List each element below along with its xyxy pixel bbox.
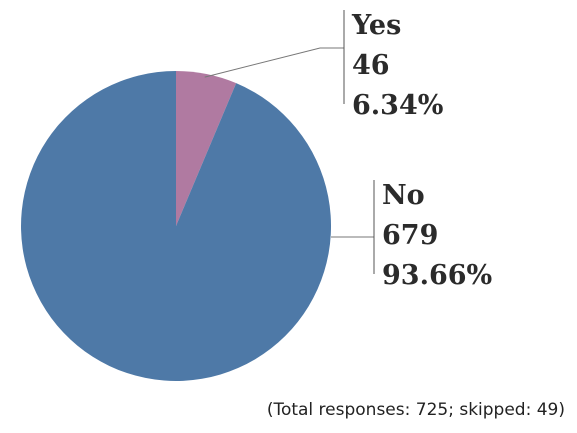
slice-name-no: No (382, 180, 425, 211)
total-responses-note: (Total responses: 725; skipped: 49) (266, 400, 565, 420)
slice-labels: Yes 46 6.34% No 679 93.66% (343, 10, 492, 291)
leader-line-yes (204, 47, 344, 78)
slice-value-yes: 46 (352, 50, 390, 81)
slice-value-no: 679 (382, 220, 438, 251)
slice-name-yes: Yes (351, 10, 401, 41)
pie-slice-yes (176, 71, 237, 226)
slice-percent-no: 93.66% (382, 260, 492, 291)
pie-slices (21, 71, 332, 381)
slice-percent-yes: 6.34% (352, 90, 443, 121)
pie-slice-no (21, 71, 332, 381)
leader-lines (204, 47, 374, 238)
